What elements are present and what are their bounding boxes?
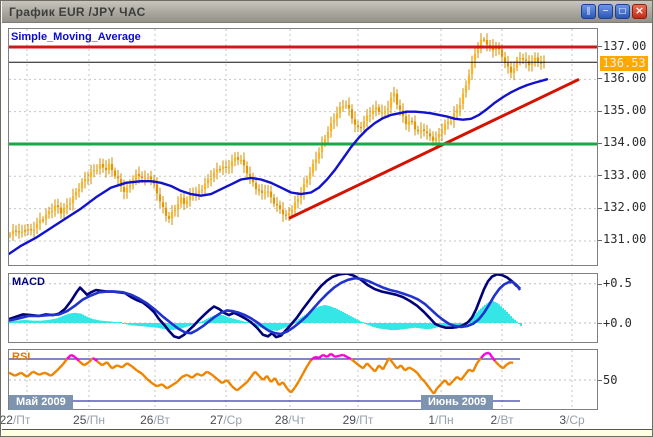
x-axis-label: 22/Пт [0, 413, 31, 427]
axis-tick [598, 175, 602, 177]
axis-tick [598, 323, 602, 324]
macd-line [9, 274, 521, 340]
candles-group [9, 33, 546, 241]
month-label-june: Июнь 2009 [421, 395, 494, 410]
macd-indicator-label: MACD [12, 276, 45, 288]
rsi-canvas[interactable] [9, 350, 597, 409]
macd-tick-label: +0.5 [603, 276, 632, 291]
current-price-badge: 136.53 [600, 56, 648, 71]
macd-histogram [9, 300, 522, 331]
sma-line [9, 78, 549, 256]
axis-tick [598, 380, 602, 381]
trendline [288, 77, 580, 220]
macd-signal-line [9, 276, 522, 336]
axis-tick [598, 142, 602, 144]
x-axis-label: 1/Пн [428, 413, 454, 427]
close-icon[interactable]: × [632, 4, 647, 19]
price-tick-label: 136.00 [603, 70, 647, 85]
axis-tick [598, 110, 602, 112]
x-axis-label: 26/Вт [140, 413, 170, 427]
axis-tick [598, 283, 602, 285]
sma-indicator-label: Simple_Moving_Average [11, 31, 141, 43]
rsi-panel[interactable] [8, 349, 598, 410]
window-titlebar[interactable]: График EUR /JPY ЧАС [2, 1, 652, 23]
minimize-button[interactable]: − [598, 4, 613, 19]
macd-panel[interactable] [8, 273, 598, 343]
axis-tick [598, 46, 602, 47]
window-title: График EUR /JPY ЧАС [9, 4, 146, 19]
window-bottom-strip [2, 429, 652, 436]
maximize-button[interactable]: □ [615, 4, 630, 19]
macd-tick-label: +0.0 [603, 315, 632, 330]
price-tick-label: 135.00 [603, 103, 647, 118]
x-axis-label: 25/Пн [73, 413, 105, 427]
rsi-tick-label: 50 [603, 372, 618, 387]
price-tick-label: 134.00 [603, 135, 647, 150]
x-axis-label: 27/Ср [209, 413, 243, 427]
price-tick-label: 132.00 [603, 200, 647, 215]
x-axis-label: 28/Чт [274, 413, 306, 427]
window-buttons: ∥ − □ × [581, 4, 647, 19]
price-chart-panel[interactable] [8, 28, 598, 266]
x-axis-label: 29/Пт [342, 413, 374, 427]
axis-tick [598, 78, 602, 80]
price-chart-canvas[interactable] [9, 29, 597, 265]
price-tick-label: 137.00 [603, 38, 647, 53]
x-axis-label: 3/Ср [559, 413, 585, 427]
rsi-line [9, 351, 514, 395]
price-tick-label: 131.00 [603, 232, 647, 247]
axis-tick [598, 207, 602, 209]
axis-tick [598, 239, 602, 241]
rsi-indicator-label: RSI [12, 351, 31, 363]
x-axis-label: 2/Вт [490, 413, 514, 427]
month-label-may: Май 2009 [9, 395, 73, 410]
price-tick-label: 133.00 [603, 167, 647, 182]
rollup-button[interactable]: ∥ [581, 4, 596, 19]
macd-canvas[interactable] [9, 274, 597, 342]
